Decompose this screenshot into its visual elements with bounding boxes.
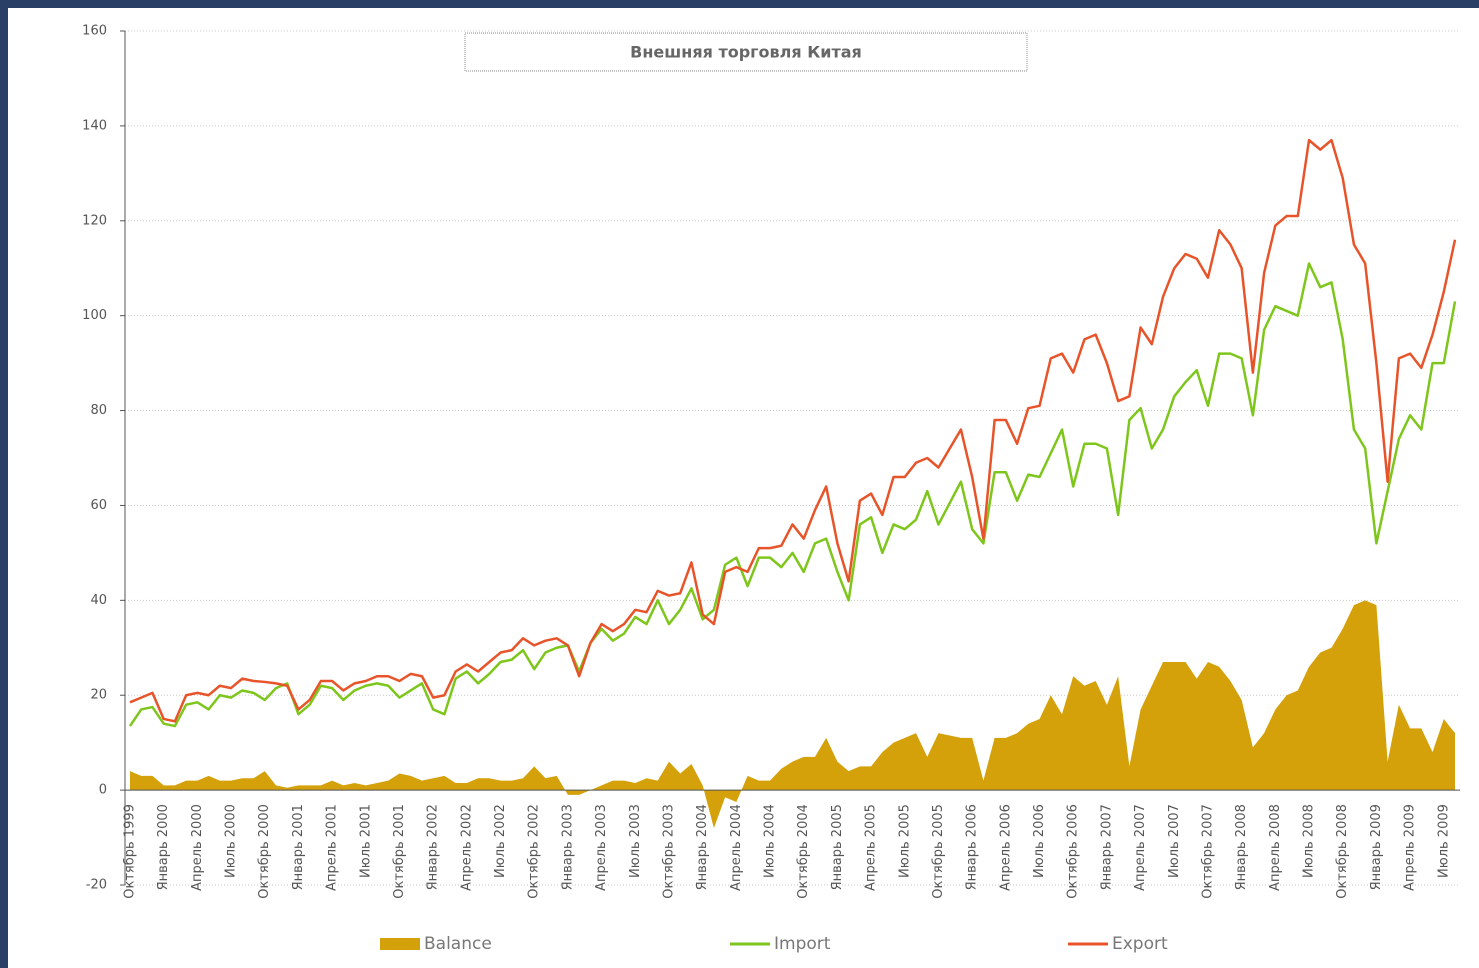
x-tick-label: Октябрь 2004 <box>796 804 811 899</box>
y-tick-label: 40 <box>90 593 107 608</box>
page: Внешняя торговля Китая -20 0 20 40 60 80 100 12… <box>0 0 1479 968</box>
y-tick-label: 140 <box>82 118 107 133</box>
y-tick-label: 160 <box>82 24 107 39</box>
legend-swatch <box>380 938 420 950</box>
x-tick-label: Октябрь 2008 <box>1335 804 1350 899</box>
x-tick-label: Июль 2000 <box>224 804 239 878</box>
legend-label: Export <box>1112 934 1168 954</box>
y-tick-label: 80 <box>90 403 107 418</box>
x-tick-label: Июль 2007 <box>1167 804 1182 878</box>
x-tick-label: Апрель 2005 <box>864 804 879 891</box>
x-tick-label: Июль 2004 <box>763 804 778 878</box>
x-tick-label: Октябрь 2007 <box>1200 804 1215 899</box>
chart: Внешняя торговля Китая -20 0 20 40 60 80 100 12… <box>0 0 1479 968</box>
x-tick-label: Январь 2002 <box>426 804 441 890</box>
legend-label: Import <box>774 934 831 954</box>
y-tick-label: 60 <box>90 498 107 513</box>
x-tick-label: Октябрь 1999 <box>123 804 138 899</box>
x-tick-label: Апрель 2000 <box>190 804 205 891</box>
x-tick-label: Январь 2005 <box>830 804 845 890</box>
x-tick-label: Апрель 2004 <box>729 804 744 891</box>
x-tick-label: Январь 2008 <box>1234 804 1249 890</box>
x-tick-label: Июль 2009 <box>1436 804 1451 878</box>
x-tick-label: Январь 2007 <box>1099 804 1114 890</box>
y-tick-label: 120 <box>82 213 107 228</box>
x-tick-label: Октябрь 2003 <box>661 804 676 899</box>
x-tick-label: Октябрь 2005 <box>931 804 946 899</box>
x-tick-label: Октябрь 2002 <box>527 804 542 899</box>
y-tick-label: 100 <box>82 308 107 323</box>
x-tick-label: Апрель 2002 <box>459 804 474 891</box>
y-tick-label: 20 <box>90 688 107 703</box>
x-tick-label: Январь 2004 <box>695 804 710 890</box>
x-tick-label: Январь 2009 <box>1369 804 1384 890</box>
x-tick-label: Июль 2008 <box>1302 804 1317 878</box>
y-tick-label: -20 <box>86 878 107 893</box>
x-tick-label: Апрель 2009 <box>1403 804 1418 891</box>
x-tick-label: Июль 2002 <box>493 804 508 878</box>
x-tick-label: Июль 2001 <box>358 804 373 878</box>
y-tick-label: 0 <box>99 783 107 798</box>
chart-title: Внешняя торговля Китая <box>630 43 862 62</box>
x-tick-label: Апрель 2003 <box>594 804 609 891</box>
legend-label: Balance <box>424 934 492 954</box>
x-tick-label: Октябрь 2001 <box>392 804 407 899</box>
x-tick-label: Январь 2001 <box>291 804 306 890</box>
x-tick-label: Октябрь 2006 <box>1066 804 1081 899</box>
x-tick-label: Июль 2006 <box>1032 804 1047 878</box>
x-tick-label: Июль 2005 <box>897 804 912 878</box>
x-tick-label: Январь 2006 <box>965 804 980 890</box>
x-tick-label: Апрель 2006 <box>998 804 1013 891</box>
x-tick-label: Апрель 2007 <box>1133 804 1148 891</box>
x-tick-label: Январь 2000 <box>156 804 171 890</box>
x-tick-label: Апрель 2001 <box>325 804 340 891</box>
x-tick-label: Апрель 2008 <box>1268 804 1283 891</box>
x-tick-label: Январь 2003 <box>560 804 575 890</box>
x-tick-label: Октябрь 2000 <box>257 804 272 899</box>
x-tick-label: Июль 2003 <box>628 804 643 878</box>
